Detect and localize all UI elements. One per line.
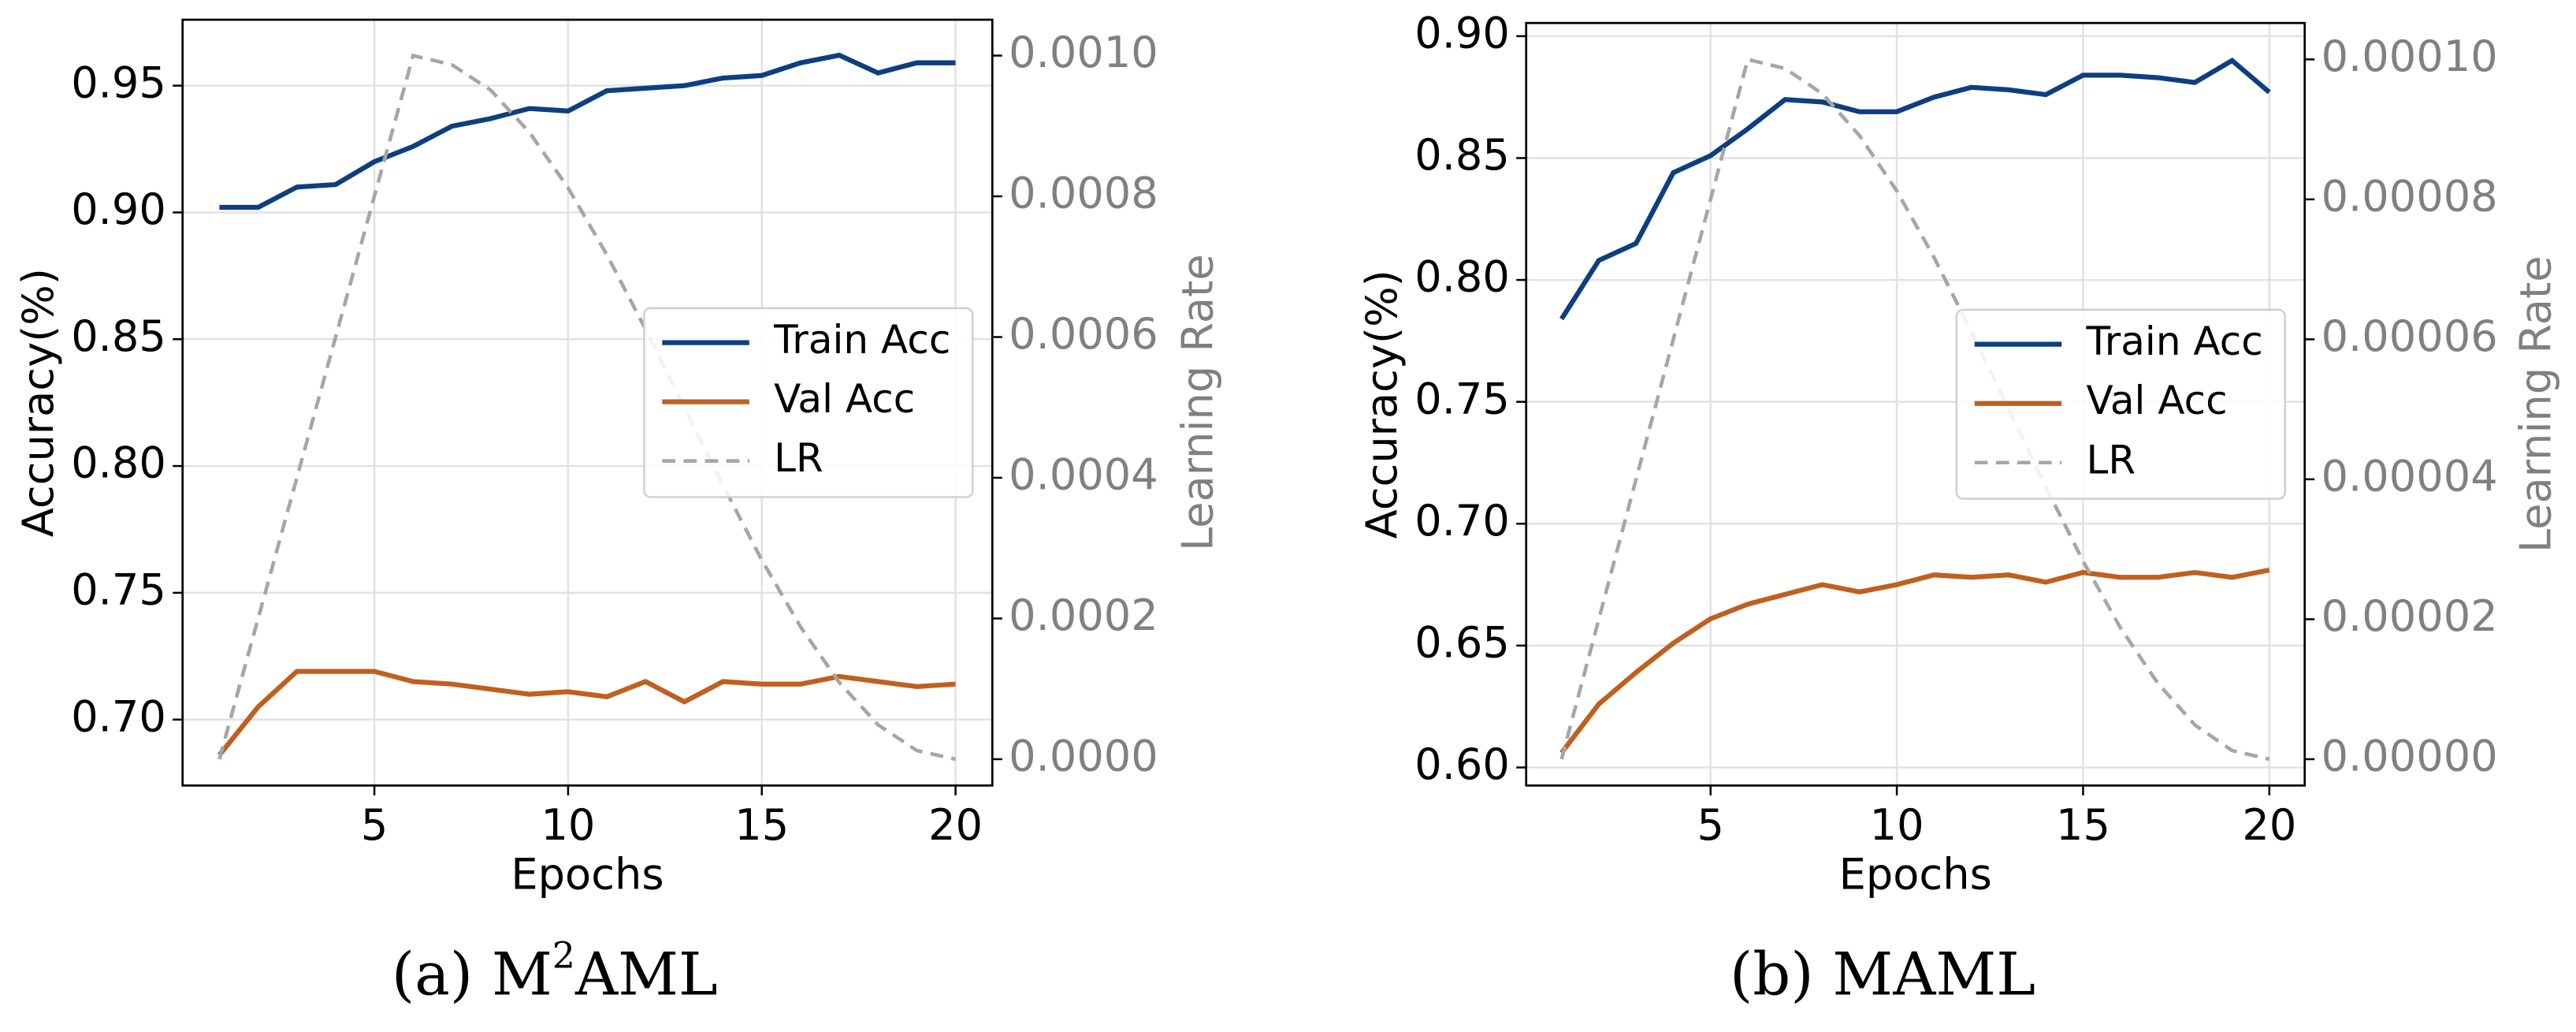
line-train-acc xyxy=(219,52,956,210)
y2-tick-label: 0.00004 xyxy=(2321,452,2498,501)
y2-tick-label: 0.0004 xyxy=(1009,450,1158,500)
y2-axis-label: Learning Rate xyxy=(2511,255,2560,553)
y-tick-label: 0.85 xyxy=(71,311,166,361)
y2-tick-label: 0.0008 xyxy=(1009,169,1158,218)
y-tick-label: 0.85 xyxy=(1414,130,1510,180)
legend-box xyxy=(1955,308,2286,500)
x-tick-label: 15 xyxy=(2056,800,2110,850)
x-axis-label: Epochs xyxy=(1839,850,1992,900)
y-tick-label: 0.75 xyxy=(1414,374,1510,423)
y-tick-label: 0.90 xyxy=(1414,9,1510,58)
y2-axis-label: Learning Rate xyxy=(1173,254,1223,551)
caption-part: (b) MAML xyxy=(1730,940,2035,1009)
y2-tick-label: 0.0002 xyxy=(1009,591,1158,640)
y2-tick-label: 0.0000 xyxy=(1009,732,1158,781)
caption: (b) MAML xyxy=(1730,940,2035,1009)
x-tick-label: 15 xyxy=(734,800,789,850)
y-tick-label: 0.95 xyxy=(71,58,166,107)
legend-label: Val Acc xyxy=(2087,378,2228,423)
x-tick-label: 10 xyxy=(541,800,595,850)
x-tick-label: 10 xyxy=(1870,800,1924,850)
legend-label: Train Acc xyxy=(773,317,950,363)
y-axis-label: Accuracy(%) xyxy=(1357,270,1407,538)
legend-label: Train Acc xyxy=(2086,319,2263,364)
y-tick-label: 0.70 xyxy=(71,691,166,741)
y2-tick-label: 0.00006 xyxy=(2321,311,2498,361)
caption: (a) M2AML xyxy=(392,933,718,1008)
x-tick-label: 20 xyxy=(928,800,983,850)
caption-part: AML xyxy=(574,940,718,1009)
y-tick-label: 0.90 xyxy=(71,184,166,234)
y-tick-label: 0.80 xyxy=(71,438,166,488)
y2-tick-label: 0.0010 xyxy=(1009,28,1158,77)
y-tick-label: 0.60 xyxy=(1414,740,1510,789)
y-axis-label: Accuracy(%) xyxy=(13,268,63,537)
legend-label: Val Acc xyxy=(774,376,915,422)
y-tick-label: 0.65 xyxy=(1414,618,1510,668)
plot-frame xyxy=(1525,21,2307,787)
legend-label: LR xyxy=(774,435,823,481)
x-tick-label: 20 xyxy=(2242,800,2296,850)
x-axis-label: Epochs xyxy=(511,850,664,900)
plot-frame xyxy=(181,18,994,787)
legend-box xyxy=(643,307,974,498)
y2-tick-label: 0.00008 xyxy=(2321,172,2498,222)
x-tick-label: 5 xyxy=(1697,800,1723,850)
line-train-acc xyxy=(1559,57,2271,321)
x-tick-label: 5 xyxy=(361,800,388,850)
caption-superscript: 2 xyxy=(552,933,575,976)
y2-tick-label: 0.0006 xyxy=(1009,309,1158,359)
y-tick-label: 0.75 xyxy=(71,565,166,615)
line-val-acc xyxy=(217,669,956,757)
caption-part: (a) M xyxy=(392,940,552,1009)
y-tick-label: 0.70 xyxy=(1414,496,1510,546)
y2-tick-label: 0.00000 xyxy=(2321,732,2498,781)
line-val-acc xyxy=(1559,567,2270,754)
y2-tick-label: 0.00002 xyxy=(2321,591,2498,641)
line-lr xyxy=(1559,57,2270,762)
y-tick-label: 0.80 xyxy=(1414,252,1510,302)
y2-tick-label: 0.00010 xyxy=(2321,32,2498,81)
legend-label: LR xyxy=(2087,437,2136,482)
